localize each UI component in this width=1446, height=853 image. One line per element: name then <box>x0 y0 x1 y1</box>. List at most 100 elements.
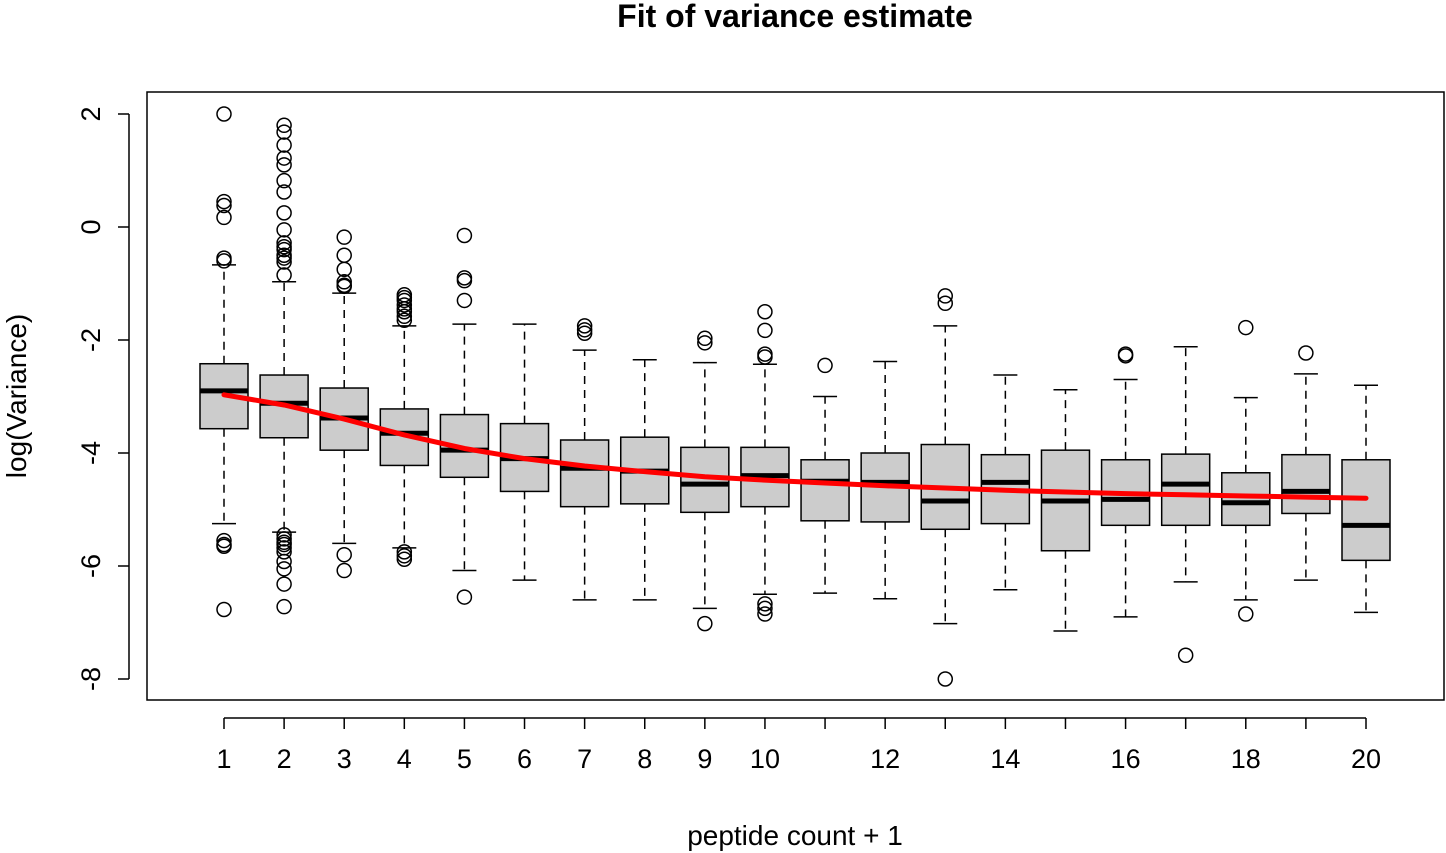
outlier-point <box>276 250 292 266</box>
outlier-point <box>336 247 352 263</box>
x-tick-label: 6 <box>517 744 532 774</box>
outlier-point <box>216 601 232 618</box>
x-tick-label: 12 <box>870 744 900 774</box>
outlier-point <box>276 124 292 140</box>
outlier-point <box>216 538 232 554</box>
outlier-point <box>216 253 232 269</box>
outlier-point <box>276 536 292 553</box>
box <box>1341 459 1391 562</box>
outlier-point <box>276 222 292 238</box>
box <box>559 439 610 508</box>
box-group-8 <box>619 359 670 601</box>
outlier-point <box>456 292 473 309</box>
outlier-point <box>757 596 773 612</box>
outlier-point <box>276 117 292 134</box>
plot-frame <box>146 91 1445 701</box>
box-group-15 <box>1040 388 1091 632</box>
outlier-point <box>336 278 352 295</box>
outlier-point <box>396 544 413 560</box>
x-tick-label: 4 <box>397 744 412 774</box>
chart-title: Fit of variance estimate <box>617 0 973 34</box>
outlier-point <box>576 325 593 341</box>
outlier-point <box>817 357 833 374</box>
outlier-point <box>757 322 773 339</box>
box-group-12 <box>860 360 910 600</box>
x-axis-label: peptide count + 1 <box>687 820 903 851</box>
outlier-point <box>276 172 292 189</box>
x-axis: 1 2 3 4 5 6 7 8 9 10 12 14 16 18 20 <box>216 717 1381 774</box>
box <box>800 459 850 522</box>
outlier-point <box>276 576 292 592</box>
box-group-9 <box>680 361 730 610</box>
outlier-point <box>276 254 292 270</box>
box-group-18 <box>1221 396 1271 601</box>
outlier-point <box>576 322 593 338</box>
box-group-14 <box>980 374 1031 591</box>
x-tick-label: 2 <box>277 744 292 774</box>
x-tick-label: 10 <box>750 744 780 774</box>
box-group-19 <box>1281 373 1331 581</box>
box-group-11 <box>800 395 850 594</box>
outliers-layer <box>216 106 1314 687</box>
x-tick-label: 9 <box>697 744 712 774</box>
box-group-13 <box>920 325 971 625</box>
outlier-point <box>276 531 292 547</box>
outlier-point <box>336 229 352 245</box>
outlier-point <box>937 295 954 312</box>
outlier-point <box>276 561 292 577</box>
y-tick-label: -6 <box>76 554 106 578</box>
outlier-point <box>336 546 352 563</box>
outlier-point <box>276 184 292 200</box>
box-group-17 <box>1160 346 1211 583</box>
outlier-point <box>396 312 413 328</box>
outlier-point <box>336 274 352 290</box>
outlier-point <box>216 193 232 210</box>
outlier-point <box>757 304 773 320</box>
box-group-6 <box>499 323 550 581</box>
outlier-point <box>757 600 773 617</box>
outlier-point <box>336 261 352 278</box>
outlier-point <box>757 349 773 365</box>
x-tick-label: 14 <box>990 744 1020 774</box>
outlier-point <box>396 551 413 567</box>
outlier-point <box>697 615 713 632</box>
outlier-point <box>937 288 954 304</box>
x-tick-label: 5 <box>457 744 472 774</box>
box <box>1281 453 1331 515</box>
outlier-point <box>937 671 954 687</box>
outlier-point <box>276 205 292 221</box>
outlier-point <box>276 150 292 166</box>
outlier-point <box>276 241 292 258</box>
box <box>1160 453 1211 527</box>
x-tick-label: 20 <box>1351 744 1381 774</box>
box-group-16 <box>1100 378 1151 618</box>
x-tick-label: 7 <box>577 744 592 774</box>
outlier-point <box>576 318 593 334</box>
outlier-point <box>216 106 232 122</box>
outlier-point <box>336 562 352 579</box>
outlier-point <box>216 197 232 214</box>
outlier-point <box>1238 606 1254 622</box>
x-tick-label: 16 <box>1111 744 1141 774</box>
outlier-point <box>1117 348 1134 364</box>
outlier-point <box>396 292 413 309</box>
outlier-point <box>216 209 232 226</box>
box-group-20 <box>1341 384 1391 614</box>
outlier-point <box>276 235 292 251</box>
outlier-point <box>456 227 473 244</box>
x-tick-label: 8 <box>637 744 652 774</box>
x-tick-label: 3 <box>337 744 352 774</box>
outlier-point <box>697 330 713 347</box>
outlier-point <box>276 157 292 173</box>
outlier-point <box>276 544 292 560</box>
boxes-layer <box>199 264 1391 632</box>
y-axis-label: log(Variance) <box>1 314 32 478</box>
x-tick-label: 18 <box>1231 744 1261 774</box>
y-tick-label: -8 <box>76 667 106 691</box>
outlier-point <box>396 548 413 564</box>
x-tick-label: 1 <box>216 744 231 774</box>
outlier-point <box>757 606 773 622</box>
outlier-point <box>697 335 713 351</box>
outlier-point <box>456 589 473 605</box>
outlier-point <box>396 297 413 313</box>
